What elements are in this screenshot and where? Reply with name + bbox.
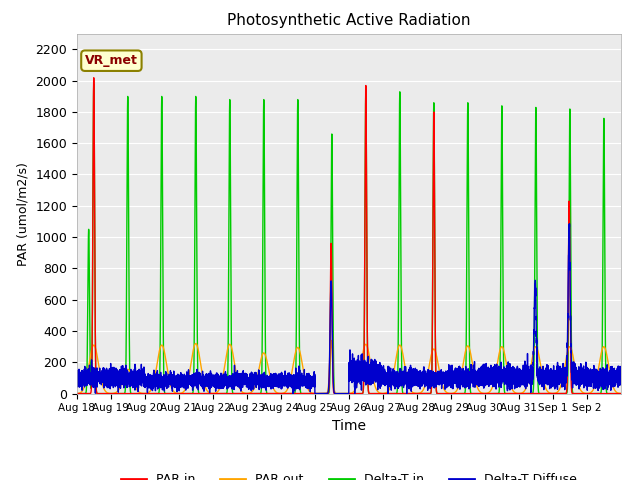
Delta-T in [73, 391, 81, 396]
PAR in [617, 391, 625, 396]
Text: VR_met: VR_met [85, 54, 138, 67]
PAR out [73, 391, 81, 396]
Delta-T Diffuse [547, 375, 555, 381]
Line: PAR in: PAR in [77, 78, 621, 394]
Delta-T in [214, 391, 221, 396]
PAR out [92, 347, 100, 352]
Delta-T in [547, 391, 555, 396]
PAR in [107, 391, 115, 396]
Delta-T in [92, 379, 100, 384]
Delta-T in [617, 391, 625, 396]
PAR out [214, 389, 221, 395]
Delta-T Diffuse [240, 375, 248, 381]
Line: Delta-T Diffuse: Delta-T Diffuse [77, 224, 621, 394]
Delta-T in [240, 391, 248, 396]
PAR in [240, 391, 248, 396]
PAR out [547, 391, 555, 396]
PAR out [482, 391, 490, 396]
PAR in [547, 391, 555, 396]
PAR out [345, 391, 353, 396]
PAR out [317, 391, 324, 396]
PAR out [617, 391, 625, 396]
Line: PAR out: PAR out [77, 340, 621, 394]
Delta-T in [311, 391, 319, 396]
Delta-T Diffuse [617, 380, 625, 385]
Delta-T in [90, 81, 97, 87]
PAR out [327, 337, 335, 343]
Y-axis label: PAR (umol/m2/s): PAR (umol/m2/s) [17, 162, 29, 265]
Delta-T Diffuse [92, 374, 100, 380]
Delta-T Diffuse [73, 373, 81, 379]
PAR in [90, 75, 98, 81]
Delta-T Diffuse [317, 391, 324, 396]
Delta-T in [317, 391, 325, 396]
PAR in [482, 391, 490, 396]
Delta-T Diffuse [481, 371, 489, 376]
Delta-T Diffuse [289, 391, 297, 396]
PAR out [240, 390, 248, 396]
PAR in [73, 391, 81, 396]
PAR in [317, 391, 325, 396]
Legend: PAR in, PAR out, Delta-T in, Delta-T Diffuse: PAR in, PAR out, Delta-T in, Delta-T Dif… [116, 468, 582, 480]
Delta-T in [482, 391, 490, 396]
PAR in [92, 378, 100, 384]
Title: Photosynthetic Active Radiation: Photosynthetic Active Radiation [227, 13, 470, 28]
PAR in [214, 391, 221, 396]
Line: Delta-T in: Delta-T in [77, 84, 621, 394]
Delta-T Diffuse [214, 380, 221, 385]
X-axis label: Time: Time [332, 419, 366, 433]
Delta-T Diffuse [566, 221, 573, 227]
